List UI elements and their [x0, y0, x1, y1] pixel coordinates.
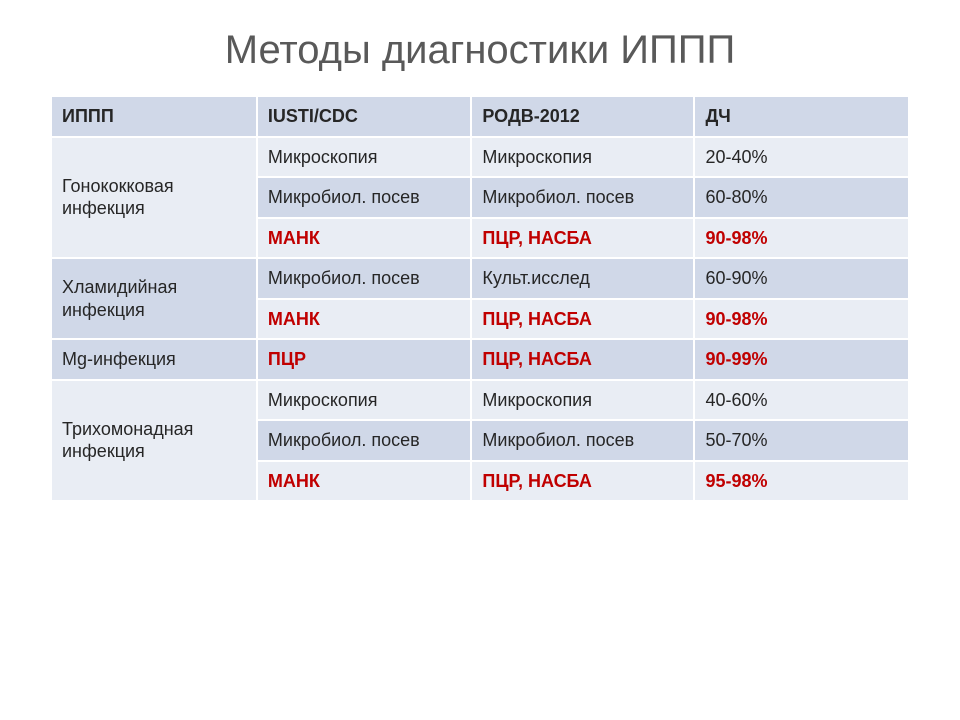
group-cell: Хламидийная инфекция [51, 258, 257, 339]
dch-cell: 20-40% [694, 137, 909, 178]
rodv-cell: Микробиол. посев [471, 177, 694, 218]
rodv-cell: Микроскопия [471, 380, 694, 421]
col-header-ippp: ИППП [51, 96, 257, 137]
iusti-cell: Микроскопия [257, 380, 472, 421]
table-row: Трихомонадная инфекцияМикроскопияМикроск… [51, 380, 909, 421]
table-row: Mg-инфекцияПЦРПЦР, НАСБА90-99% [51, 339, 909, 380]
iusti-cell: ПЦР [257, 339, 472, 380]
iusti-cell: МАНК [257, 299, 472, 340]
dch-cell: 50-70% [694, 420, 909, 461]
dch-cell: 95-98% [694, 461, 909, 502]
iusti-cell: Микробиол. посев [257, 177, 472, 218]
dch-cell: 90-98% [694, 218, 909, 259]
group-cell: Трихомонадная инфекция [51, 380, 257, 502]
table-row: Хламидийная инфекцияМикробиол. посевКуль… [51, 258, 909, 299]
iusti-cell: МАНК [257, 461, 472, 502]
diagnostics-table: ИППП IUSTI/CDC РОДВ-2012 ДЧ Гонококковая… [50, 95, 910, 502]
slide-title: Методы диагностики ИППП [50, 28, 910, 73]
rodv-cell: Микроскопия [471, 137, 694, 178]
dch-cell: 40-60% [694, 380, 909, 421]
col-header-rodv: РОДВ-2012 [471, 96, 694, 137]
iusti-cell: МАНК [257, 218, 472, 259]
rodv-cell: Микробиол. посев [471, 420, 694, 461]
col-header-dch: ДЧ [694, 96, 909, 137]
table-row: Гонококковая инфекцияМикроскопияМикроско… [51, 137, 909, 178]
rodv-cell: ПЦР, НАСБА [471, 339, 694, 380]
iusti-cell: Микробиол. посев [257, 258, 472, 299]
rodv-cell: ПЦР, НАСБА [471, 461, 694, 502]
group-cell: Mg-инфекция [51, 339, 257, 380]
dch-cell: 60-90% [694, 258, 909, 299]
rodv-cell: ПЦР, НАСБА [471, 218, 694, 259]
rodv-cell: ПЦР, НАСБА [471, 299, 694, 340]
dch-cell: 90-98% [694, 299, 909, 340]
dch-cell: 90-99% [694, 339, 909, 380]
iusti-cell: Микробиол. посев [257, 420, 472, 461]
iusti-cell: Микроскопия [257, 137, 472, 178]
dch-cell: 60-80% [694, 177, 909, 218]
rodv-cell: Культ.исслед [471, 258, 694, 299]
group-cell: Гонококковая инфекция [51, 137, 257, 259]
table-header-row: ИППП IUSTI/CDC РОДВ-2012 ДЧ [51, 96, 909, 137]
table-body: Гонококковая инфекцияМикроскопияМикроско… [51, 137, 909, 502]
col-header-iusti: IUSTI/CDC [257, 96, 472, 137]
